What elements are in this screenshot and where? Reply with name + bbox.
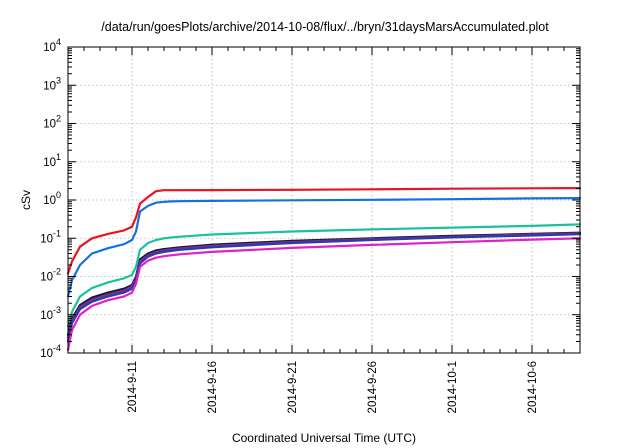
x-tick-label: 2014-9-26 xyxy=(367,361,379,413)
y-tick-label: 10-1 xyxy=(40,228,61,245)
x-axis-label: Coordinated Universal Time (UTC) xyxy=(232,431,416,445)
series-line-1 xyxy=(66,187,582,275)
y-tick-label: 104 xyxy=(43,37,61,54)
y-tick-label: 102 xyxy=(43,114,61,131)
x-tick-label: 2014-9-21 xyxy=(287,361,299,413)
data-series xyxy=(66,187,582,352)
series-line-2 xyxy=(66,197,582,298)
series-line-5 xyxy=(66,232,582,339)
y-tick-label: 100 xyxy=(43,190,61,207)
x-tick-label: 2014-10-6 xyxy=(527,361,539,413)
y-tick-labels: 10-4 10-3 10-2 10-1 100 101 102 103 104 xyxy=(40,37,61,360)
y-tick-label: 10-4 xyxy=(40,343,61,360)
y-tick-label: 103 xyxy=(43,75,61,92)
y-tick-label: 10-2 xyxy=(40,267,61,284)
y-tick-label: 10-3 xyxy=(40,305,61,322)
series-line-6 xyxy=(66,233,582,343)
x-tick-label: 2014-10-1 xyxy=(447,361,459,413)
y-tick-label: 101 xyxy=(43,152,61,169)
x-tick-label: 2014-9-16 xyxy=(207,361,219,413)
x-tick-label: 2014-9-11 xyxy=(127,361,139,413)
series-line-3 xyxy=(66,223,582,328)
chart-title: /data/run/goesPlots/archive/2014-10-08/f… xyxy=(101,20,549,34)
series-line-7 xyxy=(66,237,582,352)
y-axis-label: cSv xyxy=(19,190,33,210)
axis-ticks xyxy=(67,46,581,354)
x-tick-labels: 2014-9-11 2014-9-16 2014-9-21 2014-9-26 2014… xyxy=(127,361,539,413)
series-line-4 xyxy=(66,231,582,336)
